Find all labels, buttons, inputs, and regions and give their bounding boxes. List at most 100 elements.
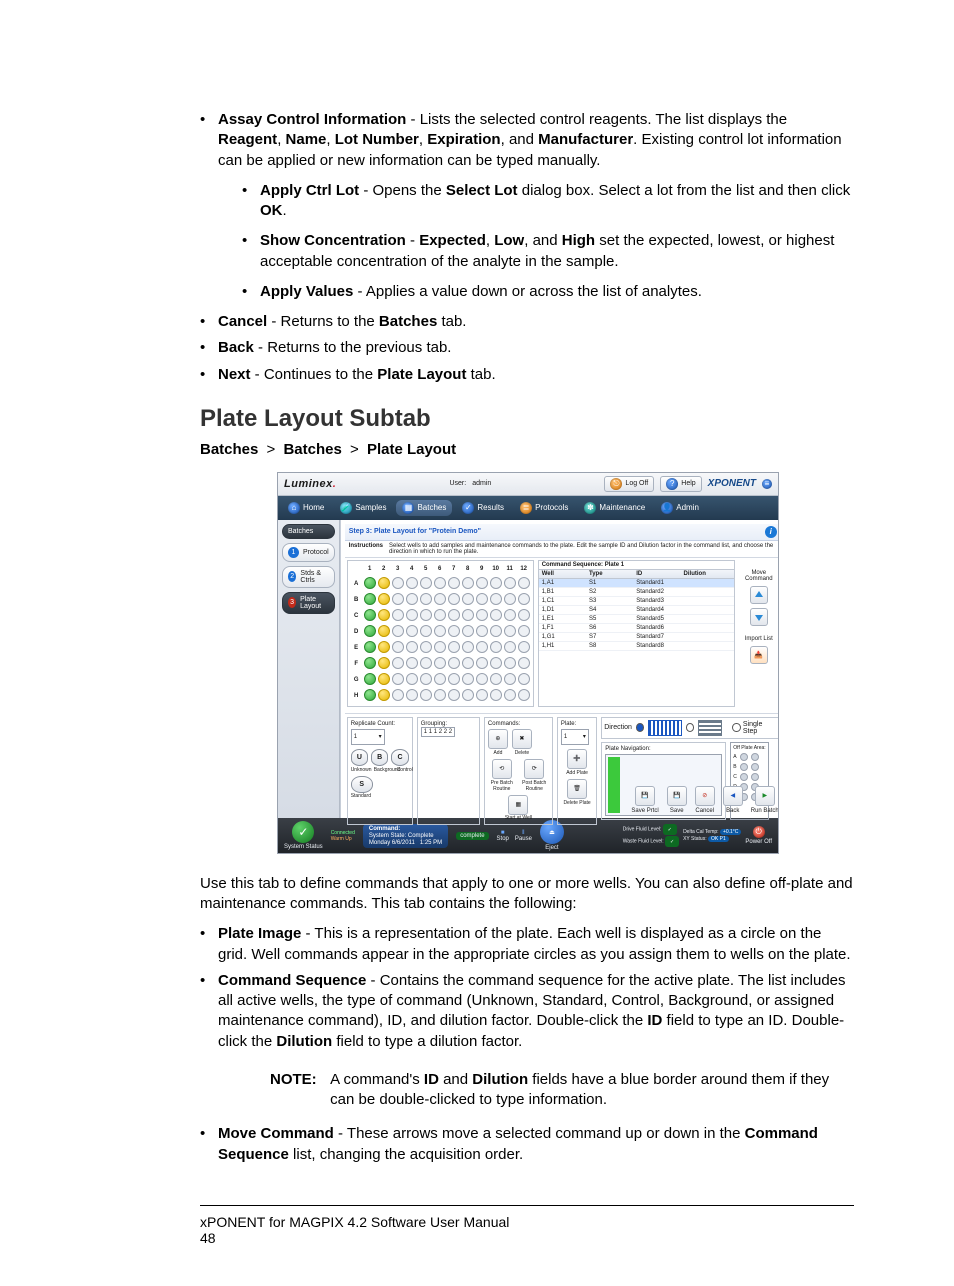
well[interactable] <box>406 641 418 653</box>
well[interactable] <box>392 577 404 589</box>
plate-select[interactable]: 1▾ <box>561 729 589 745</box>
well[interactable] <box>378 641 390 653</box>
plate-grid[interactable]: 123456789101112ABCDEFGH <box>347 560 534 707</box>
well[interactable] <box>420 641 432 653</box>
well[interactable] <box>462 641 474 653</box>
nav-maintenance[interactable]: ✽Maintenance <box>578 500 651 516</box>
well[interactable] <box>434 625 446 637</box>
save-protocol-button[interactable]: 💾 <box>635 786 655 806</box>
well[interactable] <box>462 609 474 621</box>
well[interactable] <box>378 689 390 701</box>
well[interactable] <box>364 641 376 653</box>
well[interactable] <box>462 593 474 605</box>
well[interactable] <box>518 577 530 589</box>
well[interactable] <box>392 641 404 653</box>
nav-samples[interactable]: 🧪Samples <box>334 500 392 516</box>
command-row[interactable]: 1,C1S3Standard3 <box>539 597 734 606</box>
command-row[interactable]: 1,G1S7Standard7 <box>539 633 734 642</box>
well[interactable] <box>434 689 446 701</box>
well[interactable] <box>420 657 432 669</box>
save-button[interactable]: 💾 <box>667 786 687 806</box>
well[interactable] <box>406 593 418 605</box>
well[interactable] <box>518 641 530 653</box>
well[interactable] <box>476 593 488 605</box>
cmd-delete-button[interactable]: ✖ <box>512 729 532 749</box>
nav-results[interactable]: ✓Results <box>456 500 510 516</box>
well[interactable] <box>476 577 488 589</box>
well[interactable] <box>490 641 502 653</box>
well[interactable] <box>392 673 404 685</box>
well[interactable] <box>462 625 474 637</box>
well[interactable] <box>448 673 460 685</box>
nav-batches[interactable]: ▦Batches <box>396 500 452 516</box>
well[interactable] <box>490 689 502 701</box>
well[interactable] <box>434 593 446 605</box>
well[interactable] <box>518 657 530 669</box>
well[interactable] <box>434 657 446 669</box>
command-row[interactable]: 1,D1S4Standard4 <box>539 606 734 615</box>
well[interactable] <box>504 673 516 685</box>
well[interactable] <box>504 641 516 653</box>
well[interactable] <box>392 609 404 621</box>
run-batch-button[interactable]: ▶ <box>755 786 775 806</box>
command-row[interactable]: 1,A1S1Standard1 <box>539 579 734 588</box>
type-unknown-button[interactable]: U <box>351 749 368 766</box>
well[interactable] <box>462 577 474 589</box>
well[interactable] <box>434 609 446 621</box>
cmd-postbatch-button[interactable]: ⟳ <box>524 759 544 779</box>
well[interactable] <box>434 641 446 653</box>
power-icon[interactable]: ⏻ <box>753 826 765 838</box>
well[interactable] <box>364 625 376 637</box>
well[interactable] <box>504 625 516 637</box>
info-icon[interactable]: i <box>765 526 777 538</box>
type-control-button[interactable]: C <box>391 749 408 766</box>
well[interactable] <box>504 593 516 605</box>
command-row[interactable]: 1,F1S6Standard6 <box>539 624 734 633</box>
well[interactable] <box>420 689 432 701</box>
well[interactable] <box>448 593 460 605</box>
well[interactable] <box>518 625 530 637</box>
logoff-button[interactable]: ⎋Log Off <box>604 476 654 492</box>
well[interactable] <box>476 673 488 685</box>
direction-vertical-radio[interactable] <box>686 723 694 732</box>
well[interactable] <box>448 609 460 621</box>
delete-plate-button[interactable]: 🗑 <box>567 779 587 799</box>
single-step-radio[interactable] <box>732 723 740 732</box>
command-row[interactable]: 1,H1S8Standard8 <box>539 642 734 651</box>
cancel-button[interactable]: ⊘ <box>695 786 715 806</box>
well[interactable] <box>448 577 460 589</box>
well[interactable] <box>378 593 390 605</box>
well[interactable] <box>518 609 530 621</box>
well[interactable] <box>434 673 446 685</box>
well[interactable] <box>420 609 432 621</box>
well[interactable] <box>392 689 404 701</box>
well[interactable] <box>420 625 432 637</box>
well[interactable] <box>462 657 474 669</box>
well[interactable] <box>448 641 460 653</box>
sidebar-protocol[interactable]: 1Protocol <box>282 543 335 562</box>
help-button[interactable]: ?Help <box>660 476 701 492</box>
well[interactable] <box>490 593 502 605</box>
type-background-button[interactable]: B <box>371 749 388 766</box>
move-up-button[interactable] <box>750 586 768 604</box>
well[interactable] <box>378 673 390 685</box>
well[interactable] <box>448 625 460 637</box>
well[interactable] <box>364 689 376 701</box>
well[interactable] <box>420 577 432 589</box>
back-button[interactable]: ◀ <box>723 786 743 806</box>
cmd-add-button[interactable]: ⊕ <box>488 729 508 749</box>
nav-admin[interactable]: 👤Admin <box>655 500 705 516</box>
well[interactable] <box>448 657 460 669</box>
well[interactable] <box>364 609 376 621</box>
well[interactable] <box>476 641 488 653</box>
nav-home[interactable]: ⌂Home <box>282 500 330 516</box>
add-plate-button[interactable]: ➕ <box>567 749 587 769</box>
well[interactable] <box>392 657 404 669</box>
well[interactable] <box>406 609 418 621</box>
well[interactable] <box>378 609 390 621</box>
well[interactable] <box>504 689 516 701</box>
well[interactable] <box>392 593 404 605</box>
direction-horizontal-radio[interactable] <box>636 723 644 732</box>
well[interactable] <box>448 689 460 701</box>
well[interactable] <box>476 657 488 669</box>
